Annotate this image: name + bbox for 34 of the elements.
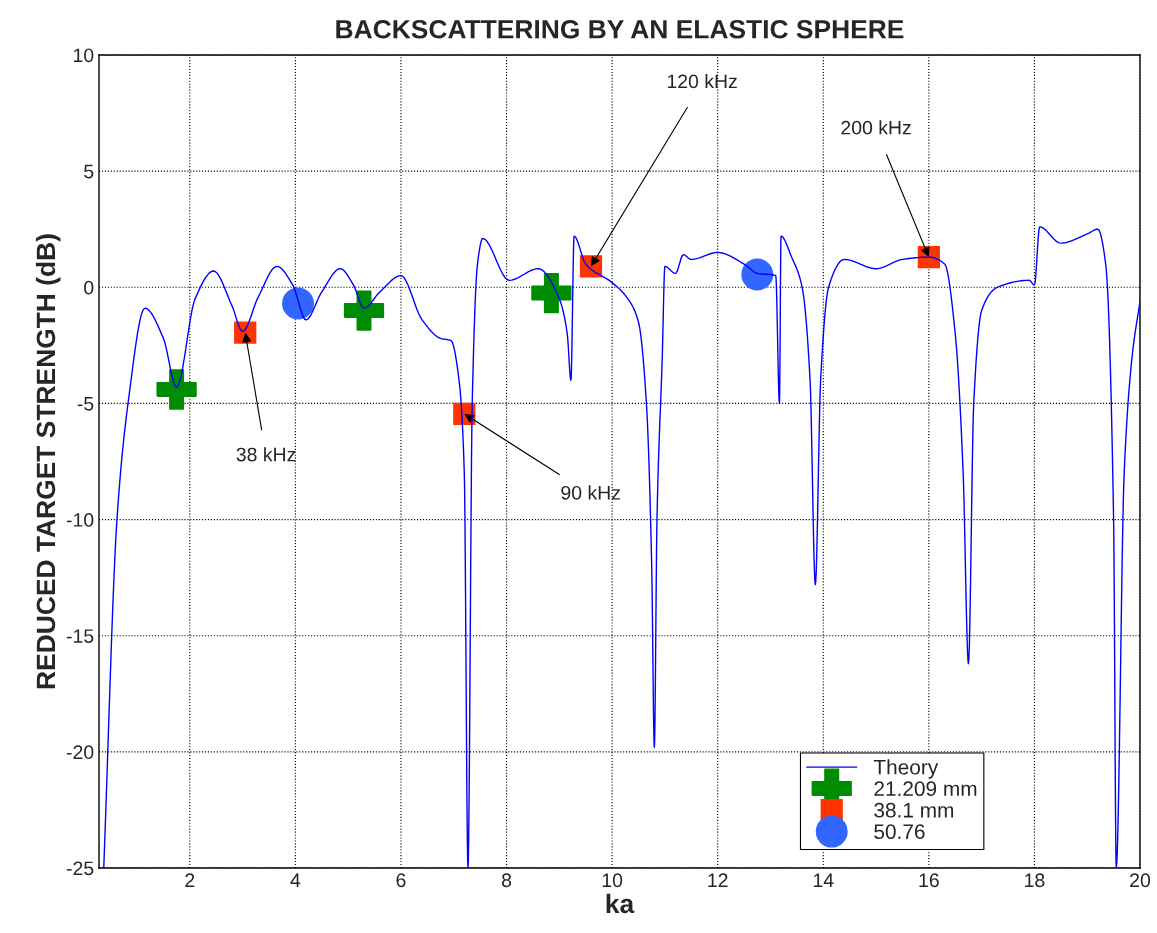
annotation: 90 kHz	[561, 485, 620, 500]
x-axis-title: ka	[606, 893, 635, 914]
x-tick-label: 8	[501, 873, 512, 888]
x-tick-label: 4	[290, 873, 301, 887]
x-tick-label: 14	[813, 873, 834, 887]
x-tick-label: 18	[1025, 873, 1045, 888]
y-tick-label: -20	[66, 745, 94, 760]
y-tick-label: -25	[66, 861, 94, 876]
x-tick-label: 12	[708, 873, 728, 887]
y-tick-label: 10	[74, 48, 94, 63]
point	[531, 272, 572, 314]
y-tick-label: 5	[84, 164, 94, 179]
y-tick-label: -5	[77, 397, 94, 411]
x-tick-label: 16	[919, 873, 939, 888]
point	[343, 290, 385, 331]
y-tick-label: -10	[66, 513, 94, 527]
y-axis-title: REDUCED TARGET STRENGTH (dB)	[35, 234, 61, 689]
legend-label: 21.209 mm	[874, 781, 977, 797]
legend-label: 50.76	[874, 824, 925, 840]
y-tick-label: -15	[66, 629, 94, 643]
legend-label: 38.1 mm	[874, 802, 954, 818]
x-tick-label: 6	[396, 873, 406, 888]
x-tick-label: 10	[602, 873, 623, 888]
point	[282, 287, 314, 320]
x-tick-label: 20	[1130, 873, 1151, 888]
legend-label: Theory	[873, 759, 939, 779]
annotation: 120 kHz	[667, 73, 737, 89]
point	[741, 258, 774, 291]
point	[156, 369, 197, 410]
x-tick-label: 2	[185, 873, 195, 887]
chart-title: BACKSCATTERING BY AN ELASTIC SPHERE	[336, 19, 904, 39]
y-tick-label: 0	[84, 280, 94, 295]
annotation: 200 kHz	[841, 120, 911, 135]
annotation: 38 kHz	[236, 447, 296, 462]
